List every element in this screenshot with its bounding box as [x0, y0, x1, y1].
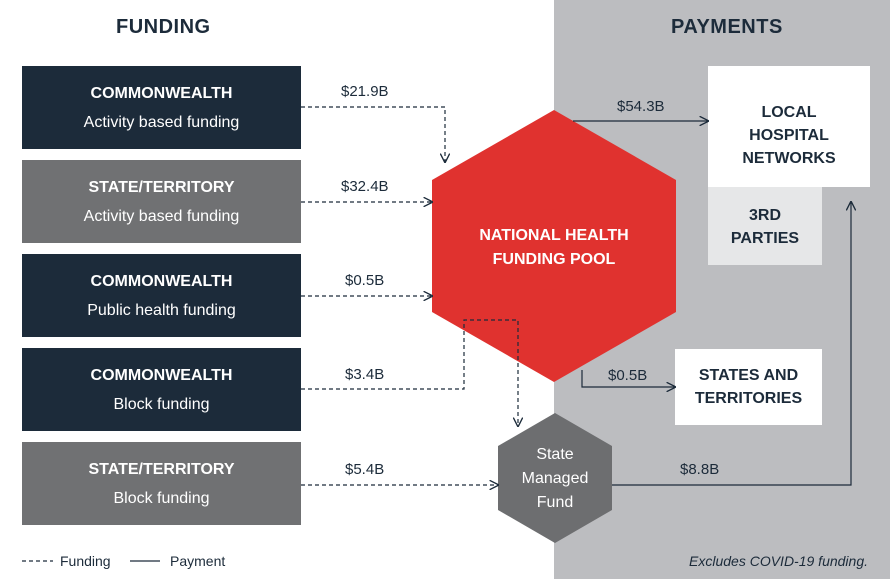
footnote: Excludes COVID-19 funding. — [689, 553, 868, 569]
amount-state-block: $5.4B — [345, 461, 385, 478]
source-subtitle: Activity based funding — [83, 114, 240, 131]
source-commonwealth-public-health: COMMONWEALTH Public health funding — [22, 254, 301, 337]
fund-label: State Managed Fund — [503, 443, 607, 515]
source-state-activity: STATE/TERRITORY Activity based funding — [22, 160, 301, 243]
source-title: STATE/TERRITORY — [88, 179, 235, 196]
fund-label-line2: Managed — [521, 470, 589, 487]
funding-header: FUNDING — [116, 16, 211, 38]
fund-label-line1: State — [536, 446, 574, 463]
payment-amount-fund: $8.8B — [680, 461, 720, 478]
source-title: COMMONWEALTH — [90, 367, 233, 384]
funding-line-commonwealth-block — [301, 319, 518, 426]
amount-commonwealth-activity: $21.9B — [341, 83, 389, 100]
source-title: COMMONWEALTH — [90, 85, 233, 102]
source-subtitle: Activity based funding — [83, 208, 240, 225]
third-parties-box: 3RD PARTIES — [708, 187, 822, 265]
source-subtitle: Public health funding — [87, 302, 236, 319]
third-parties-line2: PARTIES — [730, 230, 800, 247]
lhn-line1: LOCAL — [761, 104, 817, 121]
amount-state-activity: $32.4B — [341, 178, 389, 195]
states-and-territories-box: STATES AND TERRITORIES — [675, 349, 822, 425]
source-commonwealth-activity: COMMONWEALTH Activity based funding — [22, 66, 301, 149]
amount-commonwealth-block: $3.4B — [345, 366, 385, 383]
source-subtitle: Block funding — [113, 396, 210, 413]
local-hospital-networks-box: LOCAL HOSPITAL NETWORKS — [708, 66, 870, 187]
legend-payment-label: Payment — [170, 553, 226, 569]
national-health-funding-pool-hexagon — [432, 110, 676, 382]
payments-header: PAYMENTS — [671, 16, 783, 38]
states-line1: STATES AND — [698, 367, 799, 384]
funding-line-commonwealth-activity — [301, 106, 445, 162]
pool-label: NATIONAL HEALTH FUNDING POOL — [440, 224, 668, 272]
lhn-line2: HOSPITAL — [749, 127, 829, 144]
source-title: COMMONWEALTH — [90, 273, 233, 290]
pool-label-line1: NATIONAL HEALTH — [479, 227, 629, 244]
states-line2: TERRITORIES — [694, 390, 803, 407]
source-commonwealth-block: COMMONWEALTH Block funding — [22, 348, 301, 431]
state-managed-fund-hexagon — [498, 413, 612, 543]
payment-amount-lhn: $54.3B — [617, 98, 665, 115]
fund-label-line3: Fund — [536, 494, 574, 511]
pool-label-line2: FUNDING POOL — [492, 251, 616, 268]
amount-public-health: $0.5B — [345, 272, 385, 289]
payment-amount-states: $0.5B — [608, 367, 648, 384]
payment-line-from-fund — [612, 202, 851, 486]
third-parties-line1: 3RD — [748, 207, 781, 224]
source-title: STATE/TERRITORY — [88, 461, 235, 478]
source-state-block: STATE/TERRITORY Block funding — [22, 442, 301, 525]
legend-funding-label: Funding — [60, 553, 111, 569]
source-subtitle: Block funding — [113, 490, 210, 507]
payment-line-to-states — [581, 370, 675, 387]
lhn-line3: NETWORKS — [742, 150, 836, 167]
